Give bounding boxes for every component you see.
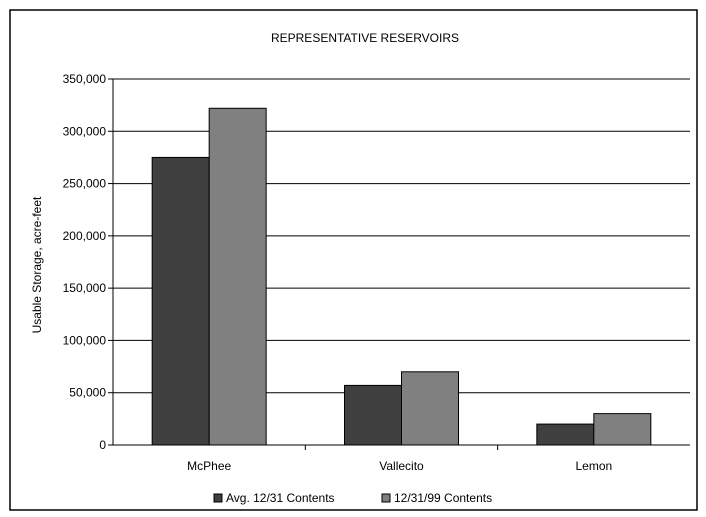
y-tick-label: 0 — [99, 438, 106, 452]
legend-swatch — [213, 493, 223, 503]
y-tick-label: 250,000 — [63, 177, 107, 191]
y-tick-label: 150,000 — [63, 281, 107, 295]
y-tick-label: 100,000 — [63, 333, 107, 347]
x-axis: McPhee Vallecito Lemon — [112, 79, 690, 473]
bars — [151, 107, 652, 446]
chart-title: REPRESENTATIVE RESERVOIRS — [271, 31, 459, 45]
x-tick-label: Lemon — [575, 459, 612, 473]
bar-vallecito-1999 — [401, 371, 459, 446]
bar-mcphee-1999 — [208, 107, 267, 446]
bar-vallecito-avg — [344, 384, 402, 446]
y-tick-label: 300,000 — [63, 124, 107, 138]
y-axis-ticks: 0 50,000 100,000 150,000 200,000 250,000 300,0… — [63, 72, 113, 452]
y-tick-label: 200,000 — [63, 229, 107, 243]
legend-swatch — [381, 493, 391, 503]
bar-lemon-1999 — [593, 413, 652, 446]
legend-label: 12/31/99 Contents — [394, 491, 492, 505]
bar-mcphee-avg — [151, 156, 210, 446]
legend-label: Avg. 12/31 Contents — [226, 491, 335, 505]
y-tick-label: 50,000 — [69, 386, 106, 400]
x-tick-label: McPhee — [187, 459, 231, 473]
y-axis-label: Usable Storage, acre-feet — [30, 196, 44, 333]
y-tick-label: 350,000 — [63, 72, 107, 86]
y-axis-label-group: Usable Storage, acre-feet — [30, 196, 44, 333]
bar-lemon-avg — [536, 423, 595, 446]
x-tick-label: Vallecito — [379, 459, 424, 473]
legend: Avg. 12/31 Contents 12/31/99 Contents — [213, 491, 492, 505]
